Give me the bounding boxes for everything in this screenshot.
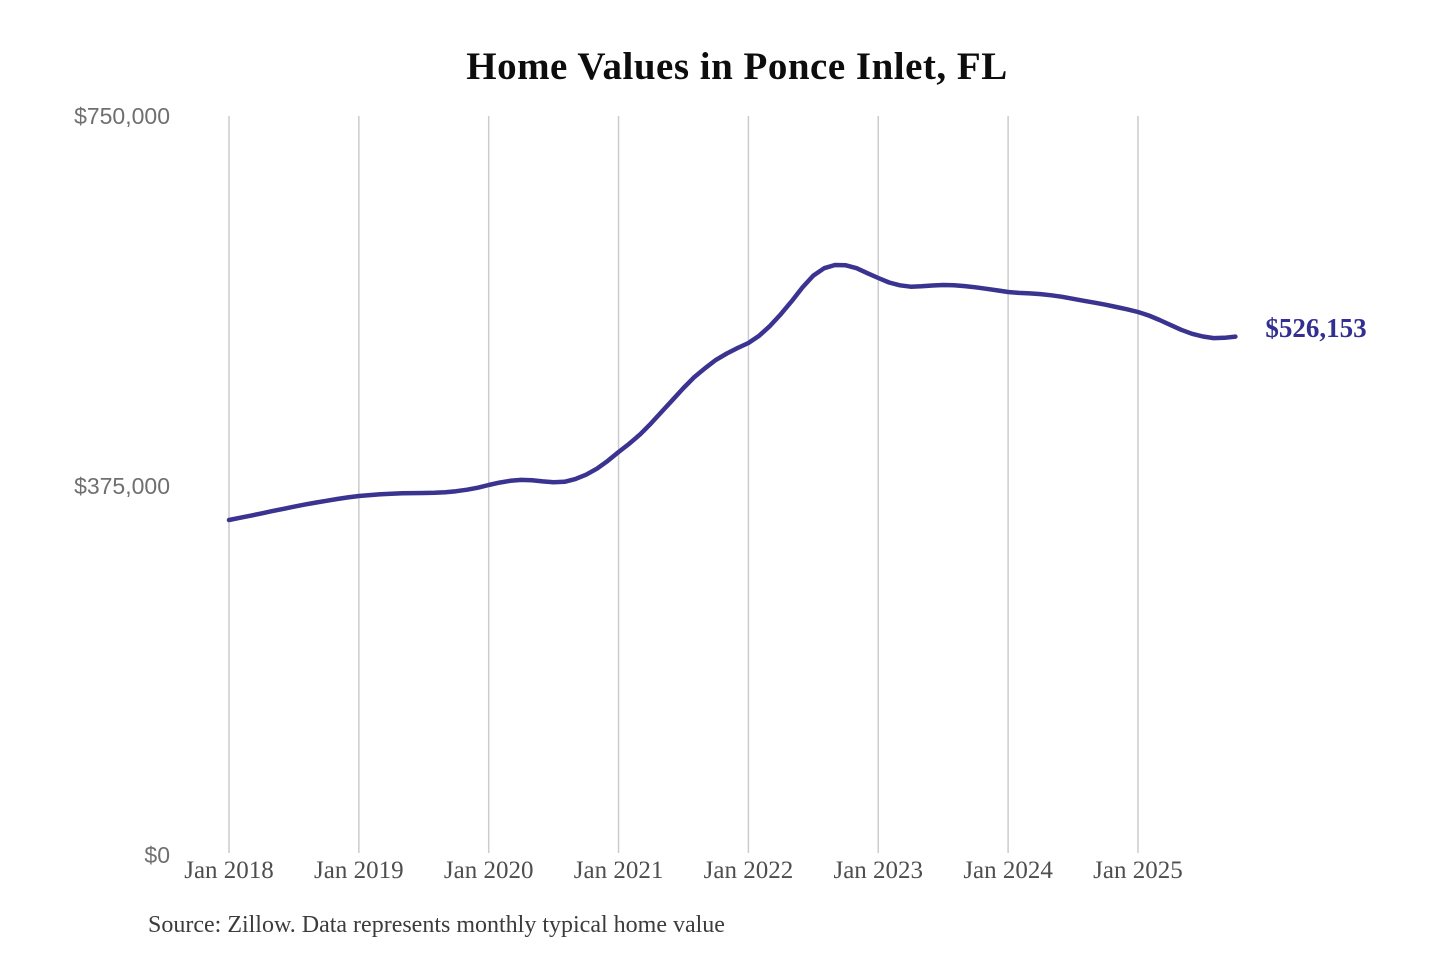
y-axis-tick-label: $375,000 xyxy=(74,472,170,499)
source-note: Source: Zillow. Data represents monthly … xyxy=(148,912,725,938)
year-gridlines xyxy=(228,116,1139,853)
x-axis-tick-label: Jan 2022 xyxy=(703,857,794,884)
y-axis-tick-label: $0 xyxy=(144,842,170,868)
x-axis-tick-label: Jan 2025 xyxy=(1093,857,1183,884)
y-axis-tick-label: $750,000 xyxy=(74,103,170,129)
x-axis-tick-label: Jan 2023 xyxy=(833,857,924,884)
x-axis-tick-label: Jan 2018 xyxy=(184,857,274,884)
latest-value-label: $526,153 xyxy=(1265,312,1367,343)
x-axis-tick-label: Jan 2021 xyxy=(573,857,664,884)
home-value-line xyxy=(226,262,1238,523)
chart-title: Home Values in Ponce Inlet, FL xyxy=(466,45,1008,88)
x-axis-tick-label: Jan 2019 xyxy=(314,857,404,884)
x-axis-tick-label: Jan 2024 xyxy=(963,857,1053,884)
x-axis-tick-label: Jan 2020 xyxy=(443,857,534,884)
